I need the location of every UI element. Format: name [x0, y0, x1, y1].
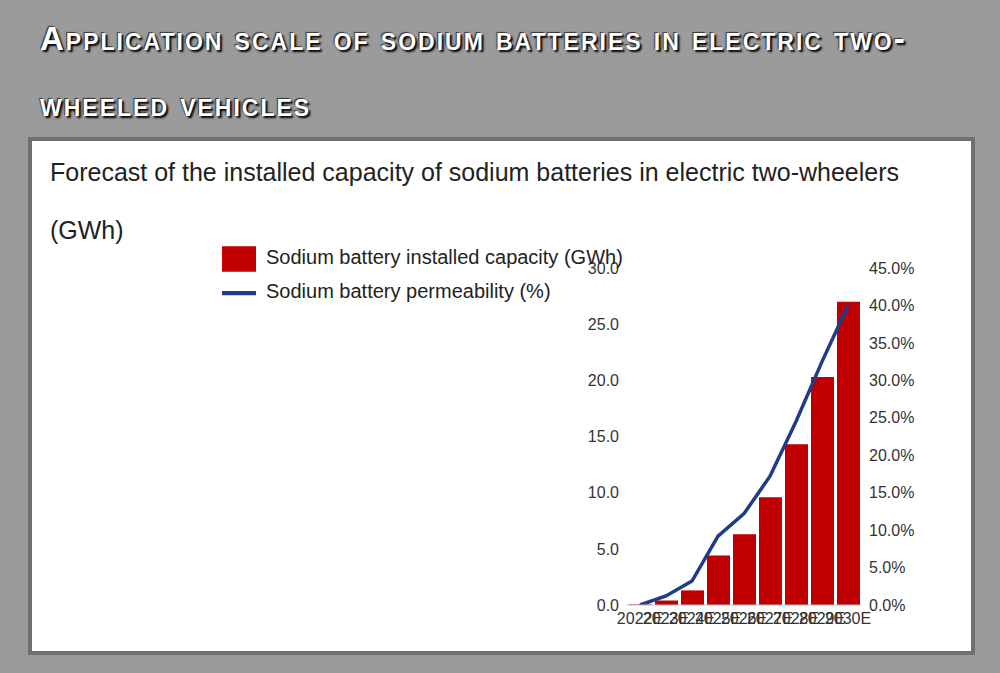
svg-text:10.0: 10.0 — [588, 484, 619, 501]
svg-text:5.0: 5.0 — [597, 541, 619, 558]
svg-text:40.0%: 40.0% — [869, 297, 914, 314]
svg-text:30.0%: 30.0% — [869, 372, 914, 389]
svg-text:0.0: 0.0 — [597, 597, 619, 614]
svg-text:20.0: 20.0 — [588, 372, 619, 389]
svg-text:25.0%: 25.0% — [869, 409, 914, 426]
svg-text:10.0%: 10.0% — [869, 522, 914, 539]
svg-text:5.0%: 5.0% — [869, 559, 905, 576]
svg-text:2030E: 2030E — [825, 610, 871, 627]
svg-text:30.0: 30.0 — [588, 260, 619, 277]
svg-text:45.0%: 45.0% — [869, 260, 914, 277]
svg-text:15.0: 15.0 — [588, 428, 619, 445]
svg-text:15.0%: 15.0% — [869, 484, 914, 501]
svg-text:35.0%: 35.0% — [869, 335, 914, 352]
svg-text:0.0%: 0.0% — [869, 597, 905, 614]
svg-text:25.0: 25.0 — [588, 316, 619, 333]
svg-text:20.0%: 20.0% — [869, 447, 914, 464]
